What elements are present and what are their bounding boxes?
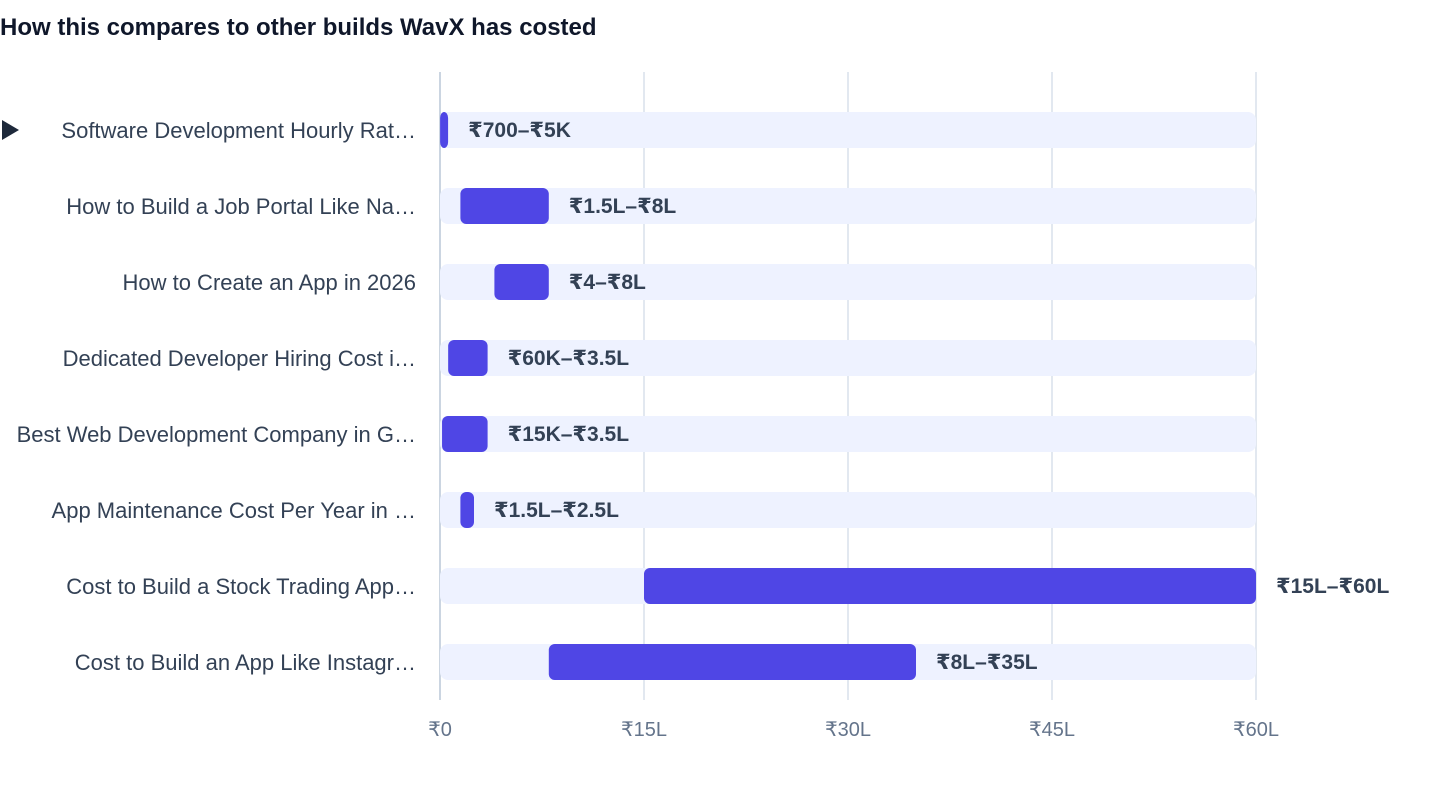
data-label: ₹1.5L–₹8L xyxy=(569,195,677,218)
data-label: ₹1.5L–₹2.5L xyxy=(494,499,619,522)
bar-row: ₹15L–₹60L Cost to Build a Stock Trading A… xyxy=(66,568,1389,604)
bar-rows: ₹700–₹5K Software Development Hourly Rat…… xyxy=(2,112,1389,680)
range-bar xyxy=(644,568,1256,604)
bar-row: ₹4–₹8L How to Create an App in 2026 xyxy=(122,264,1256,300)
bar-row: ₹700–₹5K Software Development Hourly Rat… xyxy=(2,112,1256,148)
x-tick-label: ₹30L xyxy=(825,719,871,741)
range-bar xyxy=(440,112,449,148)
bar-row: ₹1.5L–₹8L How to Build a Job Portal Like … xyxy=(66,188,1256,224)
category-label: Cost to Build a Stock Trading App… xyxy=(66,574,416,599)
data-label: ₹8L–₹35L xyxy=(936,651,1038,674)
bar-track xyxy=(440,264,1256,300)
category-label: Software Development Hourly Rat… xyxy=(61,118,416,143)
bar-row: ₹60K–₹3.5L Dedicated Developer Hiring Cos… xyxy=(63,340,1256,376)
x-axis-ticks: ₹0 ₹15L ₹30L ₹45L ₹60L xyxy=(428,719,1279,741)
range-bar xyxy=(548,644,916,680)
data-label: ₹700–₹5K xyxy=(468,119,571,142)
category-label: Cost to Build an App Like Instagr… xyxy=(75,650,416,675)
chart-title: How this compares to other builds WavX h… xyxy=(0,14,597,41)
data-label: ₹15K–₹3.5L xyxy=(508,423,630,446)
category-label: Dedicated Developer Hiring Cost i… xyxy=(63,346,416,371)
bar-track xyxy=(440,340,1256,376)
bar-track xyxy=(440,416,1256,452)
gridlines xyxy=(439,72,1257,700)
bar-row: ₹15K–₹3.5L Best Web Development Company i… xyxy=(17,416,1256,452)
bar-row: ₹1.5L–₹2.5L App Maintenance Cost Per Year… xyxy=(52,492,1256,528)
current-item-marker-icon xyxy=(2,120,19,140)
data-label: ₹60K–₹3.5L xyxy=(508,347,630,370)
bar-row: ₹8L–₹35L Cost to Build an App Like Instag… xyxy=(75,644,1256,680)
category-label: Best Web Development Company in G… xyxy=(17,422,416,447)
bar-track xyxy=(440,112,1256,148)
category-label: How to Build a Job Portal Like Na… xyxy=(66,194,416,219)
range-bar xyxy=(460,188,549,224)
x-tick-label: ₹0 xyxy=(428,719,452,741)
range-bar xyxy=(494,264,549,300)
data-label: ₹4–₹8L xyxy=(569,271,646,294)
x-tick-label: ₹60L xyxy=(1233,719,1279,741)
category-label: How to Create an App in 2026 xyxy=(122,270,416,295)
data-label: ₹15L–₹60L xyxy=(1276,575,1389,598)
range-bar xyxy=(442,416,488,452)
bar-track xyxy=(440,188,1256,224)
bar-track xyxy=(440,492,1256,528)
x-tick-label: ₹15L xyxy=(621,719,667,741)
range-bar xyxy=(460,492,474,528)
range-bar xyxy=(448,340,488,376)
x-tick-label: ₹45L xyxy=(1029,719,1075,741)
category-label: App Maintenance Cost Per Year in … xyxy=(52,498,416,523)
